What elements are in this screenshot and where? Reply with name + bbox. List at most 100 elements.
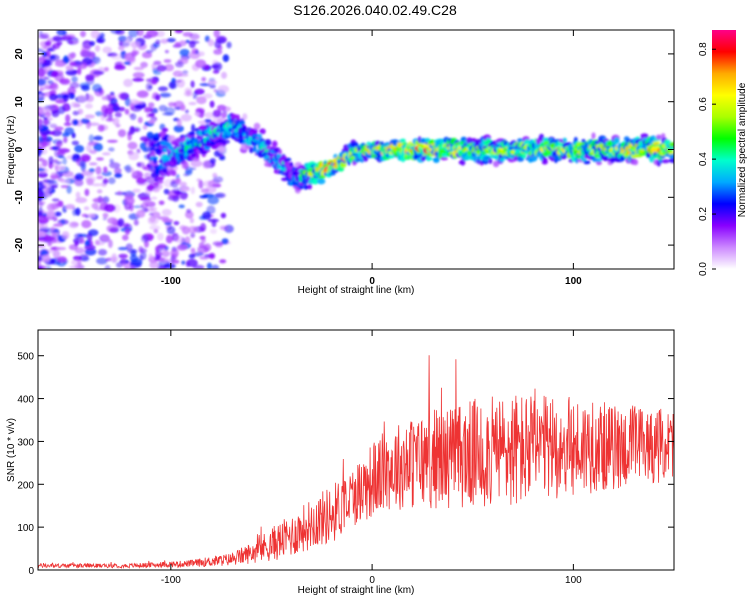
heatmap-cell xyxy=(218,37,226,44)
heatmap-cell xyxy=(188,101,197,106)
heatmap-cell xyxy=(88,122,100,126)
heatmap-cell xyxy=(219,225,228,231)
heatmap-cell xyxy=(65,114,71,123)
colorbar-tick-label: 0.4 xyxy=(698,152,709,166)
heatmap-cell xyxy=(44,69,49,75)
heatmap-cell xyxy=(573,136,578,143)
heatmap-cell xyxy=(139,136,150,142)
snr-x-ticks: -100 0 100 xyxy=(161,330,582,586)
heatmap-cell xyxy=(54,126,64,131)
heatmap-cell xyxy=(108,177,116,185)
heatmap-cell xyxy=(541,159,548,165)
heatmap-cell xyxy=(118,45,125,51)
heatmap-cell xyxy=(148,102,155,108)
heatmap-cell xyxy=(69,265,82,269)
heatmap-cell xyxy=(111,253,117,261)
heatmap-cell xyxy=(196,96,207,105)
heatmap-cell xyxy=(47,80,54,85)
heatmap-cell xyxy=(181,260,186,265)
heatmap-cell xyxy=(160,38,169,44)
heatmap-cell xyxy=(52,249,61,259)
heatmap-cell xyxy=(145,50,154,54)
y-tick-label: 300 xyxy=(17,437,34,448)
heatmap-cell xyxy=(252,145,257,153)
heatmap-cell xyxy=(93,143,103,152)
heatmap-cell xyxy=(43,44,53,51)
heatmap-cell xyxy=(179,40,187,47)
heatmap-cell xyxy=(49,93,58,101)
heatmap-cell xyxy=(118,35,127,42)
heatmap-cell xyxy=(185,210,194,219)
heatmap-cell xyxy=(200,222,207,232)
heatmap-cell xyxy=(132,77,145,82)
heatmap-cell xyxy=(54,61,66,67)
heatmap-cell xyxy=(38,157,45,162)
heatmap-cell xyxy=(162,112,174,116)
heatmap-cell xyxy=(157,176,165,180)
snr-y-axis-label: SNR (10 * v/v) xyxy=(6,418,17,482)
heatmap-cell xyxy=(405,155,412,160)
heatmap-cell xyxy=(84,244,96,250)
heatmap-cell xyxy=(38,124,43,130)
heatmap-cell xyxy=(180,114,192,122)
heatmap-cell xyxy=(110,53,123,60)
heatmap-cell xyxy=(213,150,222,157)
heatmap-cell xyxy=(38,62,46,70)
heatmap-cell xyxy=(184,87,193,94)
heatmap-cell xyxy=(57,256,67,263)
heatmap-cell xyxy=(130,265,136,269)
heatmap-cell xyxy=(163,188,170,195)
heatmap-cell xyxy=(440,156,448,161)
heatmap-cell xyxy=(51,109,60,118)
heatmap-cell xyxy=(400,138,406,143)
heatmap-cell xyxy=(75,207,81,216)
colorbar-tick-label: 0.0 xyxy=(698,262,709,276)
heatmap-cell xyxy=(613,137,620,144)
heatmap-cell xyxy=(83,206,90,211)
heatmap-cell xyxy=(174,235,185,244)
heatmap-cell xyxy=(136,30,144,37)
heatmap-cell xyxy=(203,243,212,252)
heatmap-cell xyxy=(209,83,216,89)
heatmap-cell xyxy=(168,102,177,107)
heatmap-cell xyxy=(101,96,108,101)
heatmap-cell xyxy=(44,187,49,197)
heatmap-cell xyxy=(190,248,196,253)
y-tick-label: 400 xyxy=(17,395,34,406)
heatmap-cell xyxy=(51,129,63,137)
heatmap-cell xyxy=(69,40,74,45)
heatmap-cell xyxy=(112,117,120,126)
heatmap-cell xyxy=(108,239,113,249)
heatmap-cell xyxy=(38,146,44,155)
heatmap-cell xyxy=(199,235,206,240)
heatmap-cell xyxy=(212,241,224,246)
heatmap-cell xyxy=(253,122,261,130)
heatmap-cell xyxy=(38,226,49,230)
heatmap-cell xyxy=(199,83,211,87)
heatmap-cell xyxy=(103,204,116,213)
heatmap-cell xyxy=(170,248,179,258)
heatmap-cell xyxy=(163,59,172,63)
spectrogram-x-axis-label: Height of straight line (km) xyxy=(298,285,415,296)
heatmap-cell xyxy=(221,112,227,119)
heatmap-cell xyxy=(77,233,89,238)
heatmap-cell xyxy=(198,180,204,189)
heatmap-cell xyxy=(77,94,87,104)
y-tick-label: -10 xyxy=(14,190,25,205)
heatmap-cell xyxy=(197,120,206,124)
heatmap-cell xyxy=(85,175,96,183)
x-tick-label: 100 xyxy=(565,575,582,586)
heatmap-cell xyxy=(55,93,68,100)
heatmap-cell xyxy=(668,157,674,164)
heatmap-cell xyxy=(193,252,204,257)
heatmap-cell xyxy=(126,249,138,254)
heatmap-cell xyxy=(65,66,74,71)
heatmap-cell xyxy=(129,125,135,135)
snr-series-line xyxy=(38,355,674,569)
heatmap-cell xyxy=(74,179,84,187)
heatmap-cell xyxy=(289,162,294,167)
heatmap-cell xyxy=(132,188,141,193)
colorbar-tick-label: 0.6 xyxy=(698,97,709,111)
heatmap-cell xyxy=(226,41,232,49)
snr-y-ticks: 0 100 200 300 400 500 xyxy=(17,352,674,577)
